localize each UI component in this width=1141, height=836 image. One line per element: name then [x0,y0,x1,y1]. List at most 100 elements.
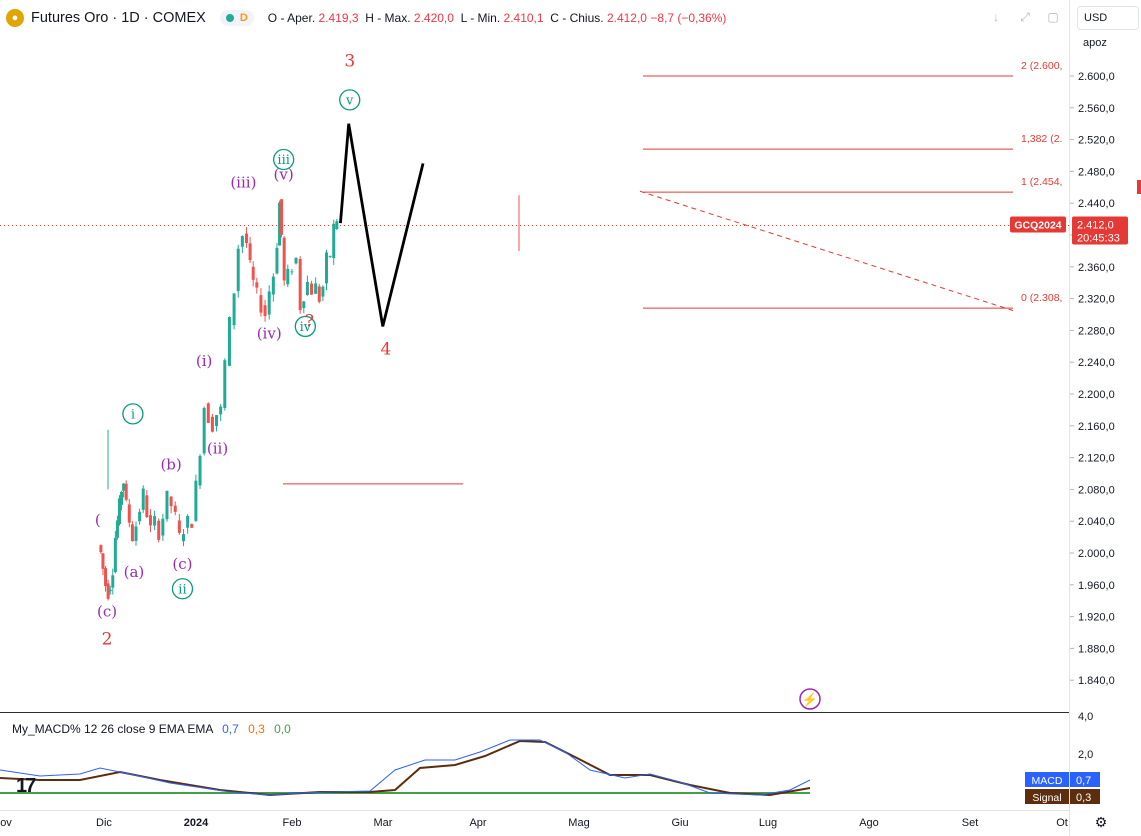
candle-body [124,483,128,500]
candle-body [335,221,339,229]
candle-body [122,483,126,491]
countdown: 20:45:33 [1077,232,1120,244]
candle-body [321,286,325,297]
wave-label: iv [300,320,312,335]
scale-mode-button[interactable]: apoz [1083,37,1107,49]
snapshot-icon[interactable]: ▢ [1047,10,1059,24]
candle-body [127,504,131,523]
macd-title[interactable]: My_MACD% 12 26 close 9 EMA EMA [12,722,213,736]
y-tick-label: 2.440,0 [1078,198,1115,210]
y-tick-label: 1.960,0 [1078,580,1115,592]
wave-label: i [131,407,135,422]
candle-body [286,268,290,285]
candle-body [173,505,177,512]
wave-label: (a) [124,563,145,581]
candle-body [232,293,236,326]
trendline-dashed [639,190,1014,312]
wave-label: ( [95,511,101,529]
y-tick-label: 2.240,0 [1078,357,1115,369]
wave-label: (c) [172,555,192,573]
macd-line [0,739,811,796]
x-tick-label: Feb [283,817,302,829]
wave-label: (v) [274,165,294,183]
fib-level-label: 0 (2.308, [1021,292,1062,304]
signal-val-bg [1070,789,1100,804]
lightning-icon [799,688,821,710]
x-tick-label: 2024 [184,817,209,829]
candles-group [99,199,339,601]
wave-label-circle [122,403,144,425]
x-tick-label: ov [0,817,12,829]
chart-header: ● Futures Oro · 1D · COMEX D O - Aper. 2… [6,4,726,32]
last-price-tag-bg [1072,216,1128,245]
candle-body [302,301,306,309]
symbol-title[interactable]: Futures Oro · 1D · COMEX [31,10,206,26]
candle-body [148,515,152,526]
histogram-value: 0,0 [274,722,291,736]
candle-body [138,511,142,522]
candle-body [182,534,186,542]
delay-badge: D [239,12,248,24]
candle-body [227,316,231,366]
macd-legend: My_MACD% 12 26 close 9 EMA EMA 0,7 0,3 0… [12,722,291,736]
candle-body [275,247,279,274]
x-tick-label: Mar [374,817,393,829]
candle-body [111,575,115,588]
market-status-badge[interactable]: D [219,10,254,26]
fib-level-label: 1,382 (2. [1021,133,1062,145]
wave-label: (b) [160,456,181,474]
y-tick-label: 1.880,0 [1078,643,1115,655]
symbol-tag-bg [1010,216,1066,233]
y-tick-label: 2.000,0 [1078,548,1115,560]
candle-body [117,498,121,525]
wave-label: (c) [97,603,117,621]
tradingview-logo[interactable]: 17 [16,775,36,797]
last-price-value: 2.412,0 [1077,219,1114,231]
x-tick-label: Apr [469,817,486,829]
fullscreen-icon[interactable]: ⤢ [1020,9,1030,24]
wave-label: (ii) [207,440,228,458]
candle-body [169,496,173,507]
macd-tag-value: 0,7 [1076,775,1091,787]
candle-body [215,415,219,426]
projection-path [339,123,425,327]
candle-body [267,291,271,315]
candle-body [294,257,298,264]
x-tick-label: Lug [759,817,777,829]
candle-body [328,256,332,258]
candle-body [271,276,275,295]
candle-body [223,360,227,409]
download-icon[interactable]: ↓ [993,10,999,24]
candle-body [278,202,282,246]
candle-body [190,524,194,528]
y-tick-label: 2.600,0 [1078,71,1115,83]
wave-label: (iii) [230,173,256,191]
candle-body [141,488,145,510]
candle-body [99,545,103,553]
candle-body [305,281,309,296]
currency-select[interactable]: USD [1077,6,1139,30]
macd-val-bg [1070,772,1100,787]
candle-body [244,233,248,243]
lightning-icon-glyph: ⚡ [802,692,818,708]
y-tick-label: 2.160,0 [1078,421,1115,433]
macd-y-tick-label: 2,0 [1078,749,1093,761]
x-tick-label: Dic [96,817,112,829]
wave-label: ? [305,311,314,331]
candle-body [240,236,244,247]
candle-body [255,282,259,288]
y-tick-label: 2.080,0 [1078,484,1115,496]
macd-y-tick-label: 4,0 [1078,711,1093,723]
candle-body [194,480,198,521]
wave-label-circle [273,148,295,171]
candle-body [130,524,134,542]
x-tick-label: Set [962,817,979,829]
wave-label-circle [339,89,361,111]
x-tick-label: Ago [859,817,879,829]
candle-body [206,403,210,424]
candle-body [210,416,214,432]
fib-level-label: 1 (2.454, [1021,176,1062,188]
candle-body [290,271,294,273]
signal-tag: Signal [1032,792,1061,804]
